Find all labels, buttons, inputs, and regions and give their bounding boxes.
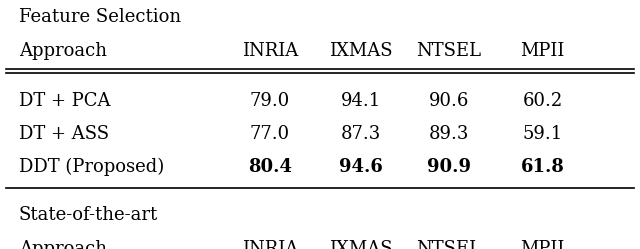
- Text: 77.0: 77.0: [250, 125, 290, 143]
- Text: Approach: Approach: [19, 42, 107, 60]
- Text: 61.8: 61.8: [521, 158, 564, 176]
- Text: 90.6: 90.6: [428, 92, 468, 110]
- Text: 90.9: 90.9: [427, 158, 470, 176]
- Text: DDT (Proposed): DDT (Proposed): [19, 158, 164, 176]
- Text: 79.0: 79.0: [250, 92, 290, 110]
- Text: IXMAS: IXMAS: [329, 42, 392, 60]
- Text: 59.1: 59.1: [522, 125, 563, 143]
- Text: NTSEL: NTSEL: [416, 240, 481, 249]
- Text: 94.6: 94.6: [339, 158, 383, 176]
- Text: MPII: MPII: [520, 240, 565, 249]
- Text: State-of-the-art: State-of-the-art: [19, 206, 158, 224]
- Text: INRIA: INRIA: [242, 42, 298, 60]
- Text: DT + PCA: DT + PCA: [19, 92, 111, 110]
- Text: IXMAS: IXMAS: [329, 240, 392, 249]
- Text: 80.4: 80.4: [248, 158, 292, 176]
- Text: DT + ASS: DT + ASS: [19, 125, 109, 143]
- Text: Feature Selection: Feature Selection: [19, 8, 181, 26]
- Text: NTSEL: NTSEL: [416, 42, 481, 60]
- Text: INRIA: INRIA: [242, 240, 298, 249]
- Text: 87.3: 87.3: [340, 125, 381, 143]
- Text: 60.2: 60.2: [522, 92, 563, 110]
- Text: Approach: Approach: [19, 240, 107, 249]
- Text: 89.3: 89.3: [428, 125, 468, 143]
- Text: 94.1: 94.1: [340, 92, 381, 110]
- Text: MPII: MPII: [520, 42, 565, 60]
